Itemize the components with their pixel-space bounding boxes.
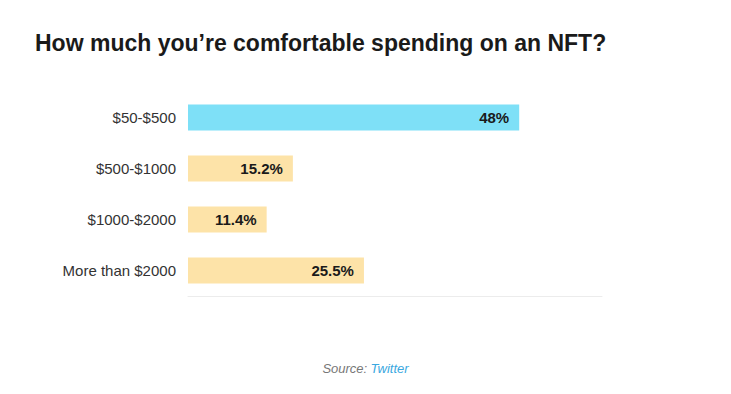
svg-text:$500-$1000: $500-$1000 [96,160,176,177]
svg-text:$50-$500: $50-$500 [113,109,176,126]
svg-text:How much you’re comfortable sp: How much you’re comfortable spending on … [35,30,606,56]
svg-text:11.4%: 11.4% [215,211,257,228]
svg-text:15.2%: 15.2% [240,160,283,177]
svg-text:Twitter: Twitter [371,361,410,376]
svg-text:48%: 48% [479,109,509,126]
svg-text:More than $2000: More than $2000 [63,262,176,279]
svg-text:$1000-$2000: $1000-$2000 [88,211,176,228]
svg-text:Source:: Source: [322,361,367,376]
svg-text:25.5%: 25.5% [311,262,354,279]
